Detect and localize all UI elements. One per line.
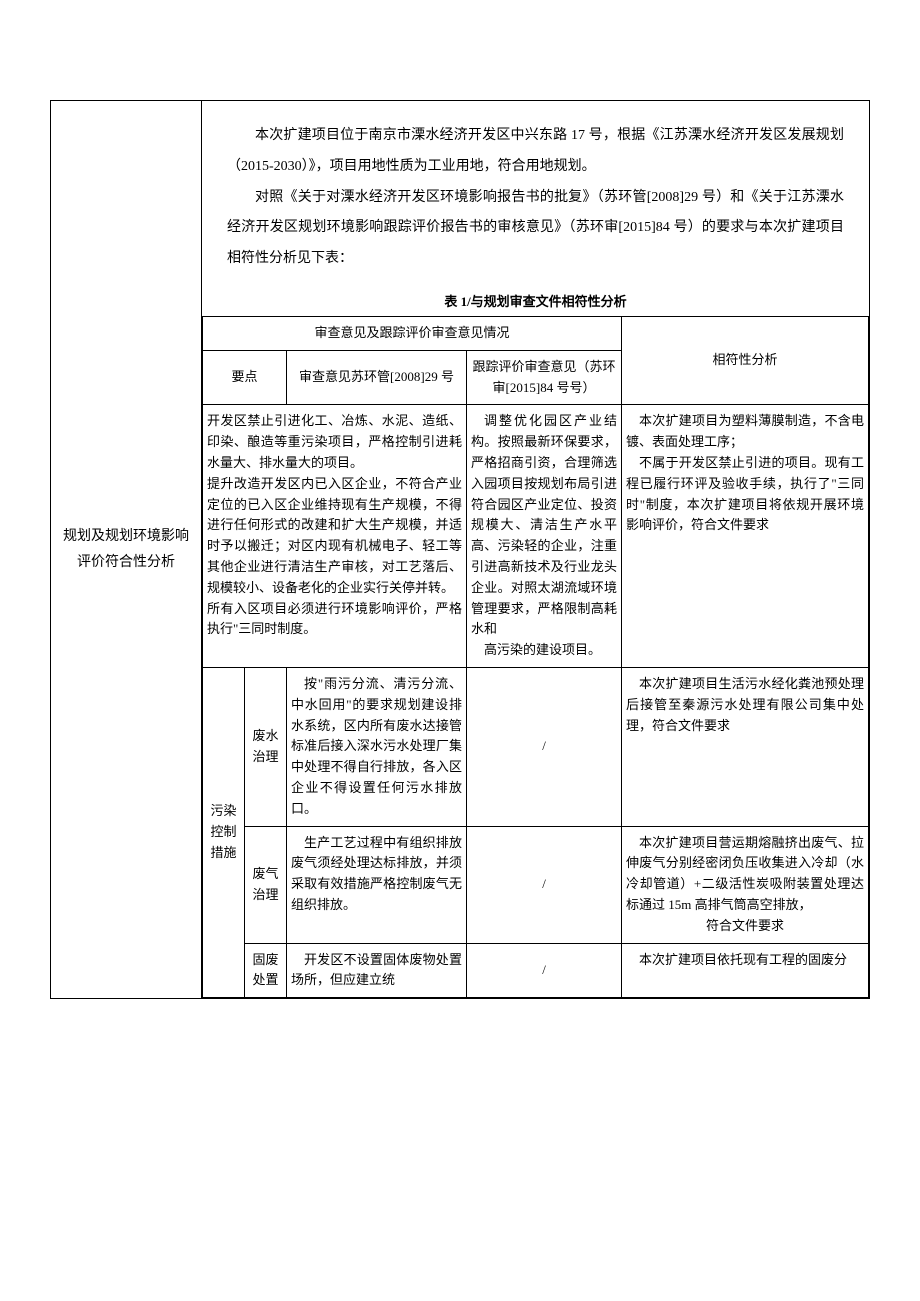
table-row: 废气治理 生产工艺过程中有组织排放废气须经处理达标排放，并须采取有效措施严格控制… <box>203 826 869 943</box>
document-page: 规划及规划环境影响评价符合性分析 本次扩建项目位于南京市溧水经济开发区中兴东路 … <box>0 0 920 1301</box>
text-segment: 本次扩建项目生活污水经化粪池预处理后接管至秦源污水处理有限公司集中处理，符合文件… <box>626 674 864 736</box>
table-row: 固废处置 开发区不设置固体废物处置场所，但应建立统 / 本次扩建项目依托现有工程… <box>203 943 869 998</box>
content-cell: 本次扩建项目位于南京市溧水经济开发区中兴东路 17 号，根据《江苏溧水经济开发区… <box>202 101 870 999</box>
cell-sub-solidwaste: 固废处置 <box>245 943 287 998</box>
intro-paragraph-1: 本次扩建项目位于南京市溧水经济开发区中兴东路 17 号，根据《江苏溧水经济开发区… <box>227 121 844 183</box>
header-review-2008: 审查意见苏环管[2008]29 号 <box>287 350 467 405</box>
text-segment: 开发区不设置固体废物处置场所，但应建立统 <box>291 950 462 992</box>
table-header-row-1: 审查意见及跟踪评价审查意见情况 相符性分析 <box>203 316 869 350</box>
cell-solidwaste-2008: 开发区不设置固体废物处置场所，但应建立统 <box>287 943 467 998</box>
section-label-cell: 规划及规划环境影响评价符合性分析 <box>51 101 202 999</box>
text-segment: 本次扩建项目依托现有工程的固废分 <box>626 950 864 971</box>
cell-sub-exhaust: 废气治理 <box>245 826 287 943</box>
text-segment: 本次扩建项目营运期熔融挤出废气、拉伸废气分别经密闭负压收集进入冷却（水冷却管道）… <box>626 833 864 916</box>
intro-paragraph-2: 对照《关于对溧水经济开发区环境影响报告书的批复》（苏环管[2008]29 号）和… <box>227 183 844 275</box>
cell-pollution-group: 污染控制措施 <box>203 667 245 997</box>
text-segment: 开发区禁止引进化工、冶炼、水泥、造纸、印染、酿造等重污染项目，严格控制引进耗水量… <box>207 413 462 470</box>
cell-analysis-content: 本次扩建项目为塑料薄膜制造，不含电镀、表面处理工序； 不属于开发区禁止引进的项目… <box>622 405 869 668</box>
outer-layout-table: 规划及规划环境影响评价符合性分析 本次扩建项目位于南京市溧水经济开发区中兴东路 … <box>50 100 870 999</box>
cell-review-2015-content: 调整优化园区产业结构。按照最新环保要求，严格招商引资，合理筛选入园项目按规划布局… <box>467 405 622 668</box>
section-label: 规划及规划环境影响评价符合性分析 <box>63 529 189 569</box>
text-segment: 本次扩建项目为塑料薄膜制造，不含电镀、表面处理工序； <box>626 411 864 453</box>
intro-block: 本次扩建项目位于南京市溧水经济开发区中兴东路 17 号，根据《江苏溧水经济开发区… <box>202 101 869 285</box>
header-group: 审查意见及跟踪评价审查意见情况 <box>203 316 622 350</box>
text-segment: 不属于开发区禁止引进的项目。现有工程已履行环评及验收手续，执行了"三同时"制度，… <box>626 453 864 536</box>
text-segment: 符合文件要求 <box>626 916 864 937</box>
cell-solidwaste-2015: / <box>467 943 622 998</box>
cell-exhaust-2015: / <box>467 826 622 943</box>
text-segment: 按"雨污分流、清污分流、中水回用"的要求规划建设排水系统，区内所有废水达接管标准… <box>291 674 462 820</box>
header-analysis: 相符性分析 <box>622 316 869 404</box>
cell-exhaust-2008: 生产工艺过程中有组织排放废气须经处理达标排放，并须采取有效措施严格控制废气无组织… <box>287 826 467 943</box>
cell-wastewater-analysis: 本次扩建项目生活污水经化粪池预处理后接管至秦源污水处理有限公司集中处理，符合文件… <box>622 667 869 826</box>
text-segment: 所有入区项目必须进行环境影响评价，严格执行"三同时制度。 <box>207 601 462 637</box>
cell-exhaust-analysis: 本次扩建项目营运期熔融挤出废气、拉伸废气分别经密闭负压收集进入冷却（水冷却管道）… <box>622 826 869 943</box>
table-row: 开发区禁止引进化工、冶炼、水泥、造纸、印染、酿造等重污染项目，严格控制引进耗水量… <box>203 405 869 668</box>
cell-wastewater-2015: / <box>467 667 622 826</box>
cell-review-2008-content: 开发区禁止引进化工、冶炼、水泥、造纸、印染、酿造等重污染项目，严格控制引进耗水量… <box>203 405 467 668</box>
cell-sub-wastewater: 废水治理 <box>245 667 287 826</box>
cell-solidwaste-analysis: 本次扩建项目依托现有工程的固废分 <box>622 943 869 998</box>
text-segment: 高污染的建设项目。 <box>471 640 617 661</box>
analysis-table: 审查意见及跟踪评价审查意见情况 相符性分析 要点 审查意见苏环管[2008]29… <box>202 316 869 998</box>
header-review-2015: 跟踪评价审查意见（苏环审[2015]84 号号） <box>467 350 622 405</box>
text-segment: 生产工艺过程中有组织排放废气须经处理达标排放，并须采取有效措施严格控制废气无组织… <box>291 833 462 916</box>
table-caption: 表 1/与规划审查文件相符性分析 <box>202 285 869 316</box>
text-segment: 提升改造开发区内已入区企业，不符合产业定位的已入区企业维持现有生产规模，不得进行… <box>207 476 462 595</box>
table-row: 污染控制措施 废水治理 按"雨污分流、清污分流、中水回用"的要求规划建设排水系统… <box>203 667 869 826</box>
text-segment: 调整优化园区产业结构。按照最新环保要求，严格招商引资，合理筛选入园项目按规划布局… <box>471 411 617 640</box>
header-points: 要点 <box>203 350 287 405</box>
cell-wastewater-2008: 按"雨污分流、清污分流、中水回用"的要求规划建设排水系统，区内所有废水达接管标准… <box>287 667 467 826</box>
